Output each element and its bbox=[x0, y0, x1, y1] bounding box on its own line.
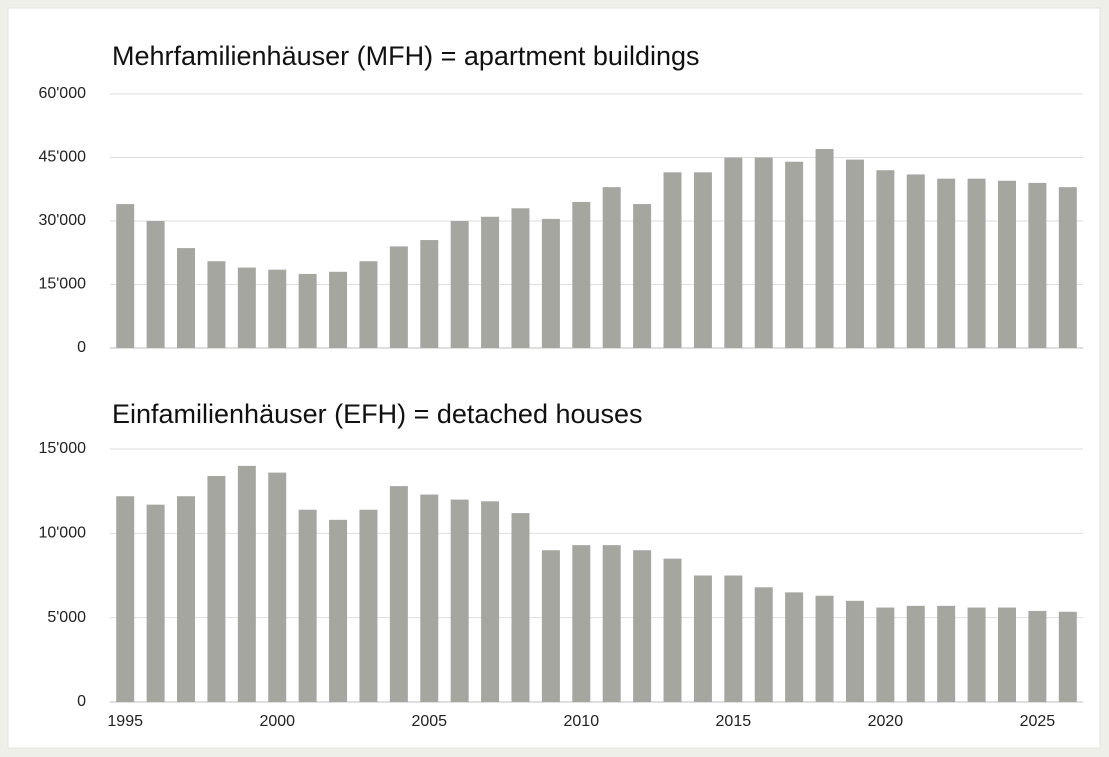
bar bbox=[876, 607, 895, 702]
x-tick-label: 2000 bbox=[259, 713, 295, 730]
bar bbox=[329, 519, 348, 702]
bar bbox=[1028, 610, 1047, 702]
bar bbox=[268, 472, 287, 702]
bar bbox=[572, 201, 591, 348]
bar bbox=[815, 595, 834, 702]
bar bbox=[602, 187, 621, 348]
bar bbox=[511, 513, 530, 702]
y-tick-label: 5'000 bbox=[47, 609, 86, 626]
bar bbox=[815, 149, 834, 348]
bar bbox=[389, 486, 408, 702]
bar bbox=[1028, 182, 1047, 348]
bar bbox=[420, 240, 439, 348]
bar bbox=[146, 221, 165, 348]
bar bbox=[177, 248, 196, 348]
bar bbox=[268, 269, 287, 348]
bar bbox=[298, 509, 317, 702]
y-tick-label: 15'000 bbox=[38, 276, 86, 293]
x-tick-label: 1995 bbox=[107, 713, 143, 730]
bar bbox=[177, 496, 196, 702]
y-tick-label: 10'000 bbox=[38, 525, 86, 542]
bar bbox=[1058, 611, 1077, 702]
bar bbox=[724, 575, 743, 702]
bar bbox=[541, 550, 560, 702]
y-tick-label: 0 bbox=[77, 339, 86, 356]
bar bbox=[237, 465, 256, 702]
bar bbox=[997, 607, 1016, 702]
bar bbox=[785, 592, 804, 702]
bar bbox=[420, 494, 439, 702]
bar bbox=[663, 172, 682, 348]
bar bbox=[359, 509, 378, 702]
bar bbox=[237, 267, 256, 348]
bar bbox=[481, 216, 500, 348]
bar bbox=[754, 157, 773, 348]
bar bbox=[967, 178, 986, 348]
bar bbox=[663, 558, 682, 702]
y-tick-label: 30'000 bbox=[38, 212, 86, 229]
bar bbox=[724, 157, 743, 348]
bar bbox=[298, 273, 317, 348]
bar bbox=[511, 208, 530, 348]
x-tick-label: 2025 bbox=[1020, 713, 1056, 730]
bar bbox=[876, 170, 895, 348]
bar bbox=[937, 178, 956, 348]
bar bbox=[754, 587, 773, 702]
y-tick-label: 60'000 bbox=[38, 85, 86, 102]
bar bbox=[359, 261, 378, 348]
bar bbox=[693, 575, 712, 702]
bar bbox=[481, 501, 500, 702]
chart-title: Mehrfamilienhäuser (MFH) = apartment bui… bbox=[112, 41, 700, 71]
bar bbox=[207, 475, 226, 702]
bar bbox=[633, 204, 652, 348]
bar bbox=[329, 271, 348, 348]
bar bbox=[906, 605, 925, 702]
bar bbox=[450, 221, 469, 348]
bar bbox=[633, 550, 652, 702]
chart-title: Einfamilienhäuser (EFH) = detached house… bbox=[112, 399, 643, 429]
bar bbox=[602, 545, 621, 702]
bar bbox=[572, 545, 591, 702]
y-tick-label: 15'000 bbox=[38, 440, 86, 457]
bar bbox=[146, 504, 165, 702]
bar bbox=[116, 204, 135, 348]
bar bbox=[693, 172, 712, 348]
bar bbox=[937, 605, 956, 702]
bar bbox=[541, 218, 560, 348]
bar bbox=[845, 600, 864, 702]
bar bbox=[997, 180, 1016, 348]
x-tick-label: 2015 bbox=[716, 713, 752, 730]
bar bbox=[1058, 187, 1077, 348]
x-tick-label: 2020 bbox=[868, 713, 904, 730]
y-tick-label: 45'000 bbox=[38, 149, 86, 166]
x-tick-label: 2010 bbox=[564, 713, 600, 730]
bar bbox=[906, 174, 925, 348]
bar bbox=[207, 261, 226, 348]
bar bbox=[845, 159, 864, 348]
x-tick-label: 2005 bbox=[411, 713, 447, 730]
bar bbox=[389, 246, 408, 348]
bar bbox=[967, 607, 986, 702]
bar bbox=[785, 161, 804, 348]
bar bbox=[450, 499, 469, 702]
y-tick-label: 0 bbox=[77, 693, 86, 710]
bar bbox=[116, 496, 135, 702]
